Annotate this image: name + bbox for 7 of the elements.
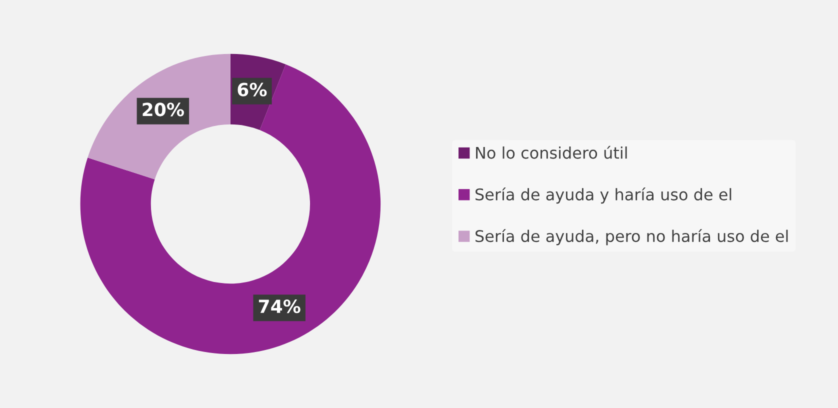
data-label: 20%: [142, 102, 184, 116]
legend-label: Sería de ayuda y haría uso de el: [476, 187, 732, 204]
donut-slice: [80, 64, 381, 354]
legend-label: Sería de ayuda, pero no haría uso de el: [476, 229, 788, 246]
legend-label: No lo considero útil: [476, 146, 627, 159]
data-label: 6%: [238, 82, 267, 96]
data-label: 74%: [258, 300, 300, 314]
